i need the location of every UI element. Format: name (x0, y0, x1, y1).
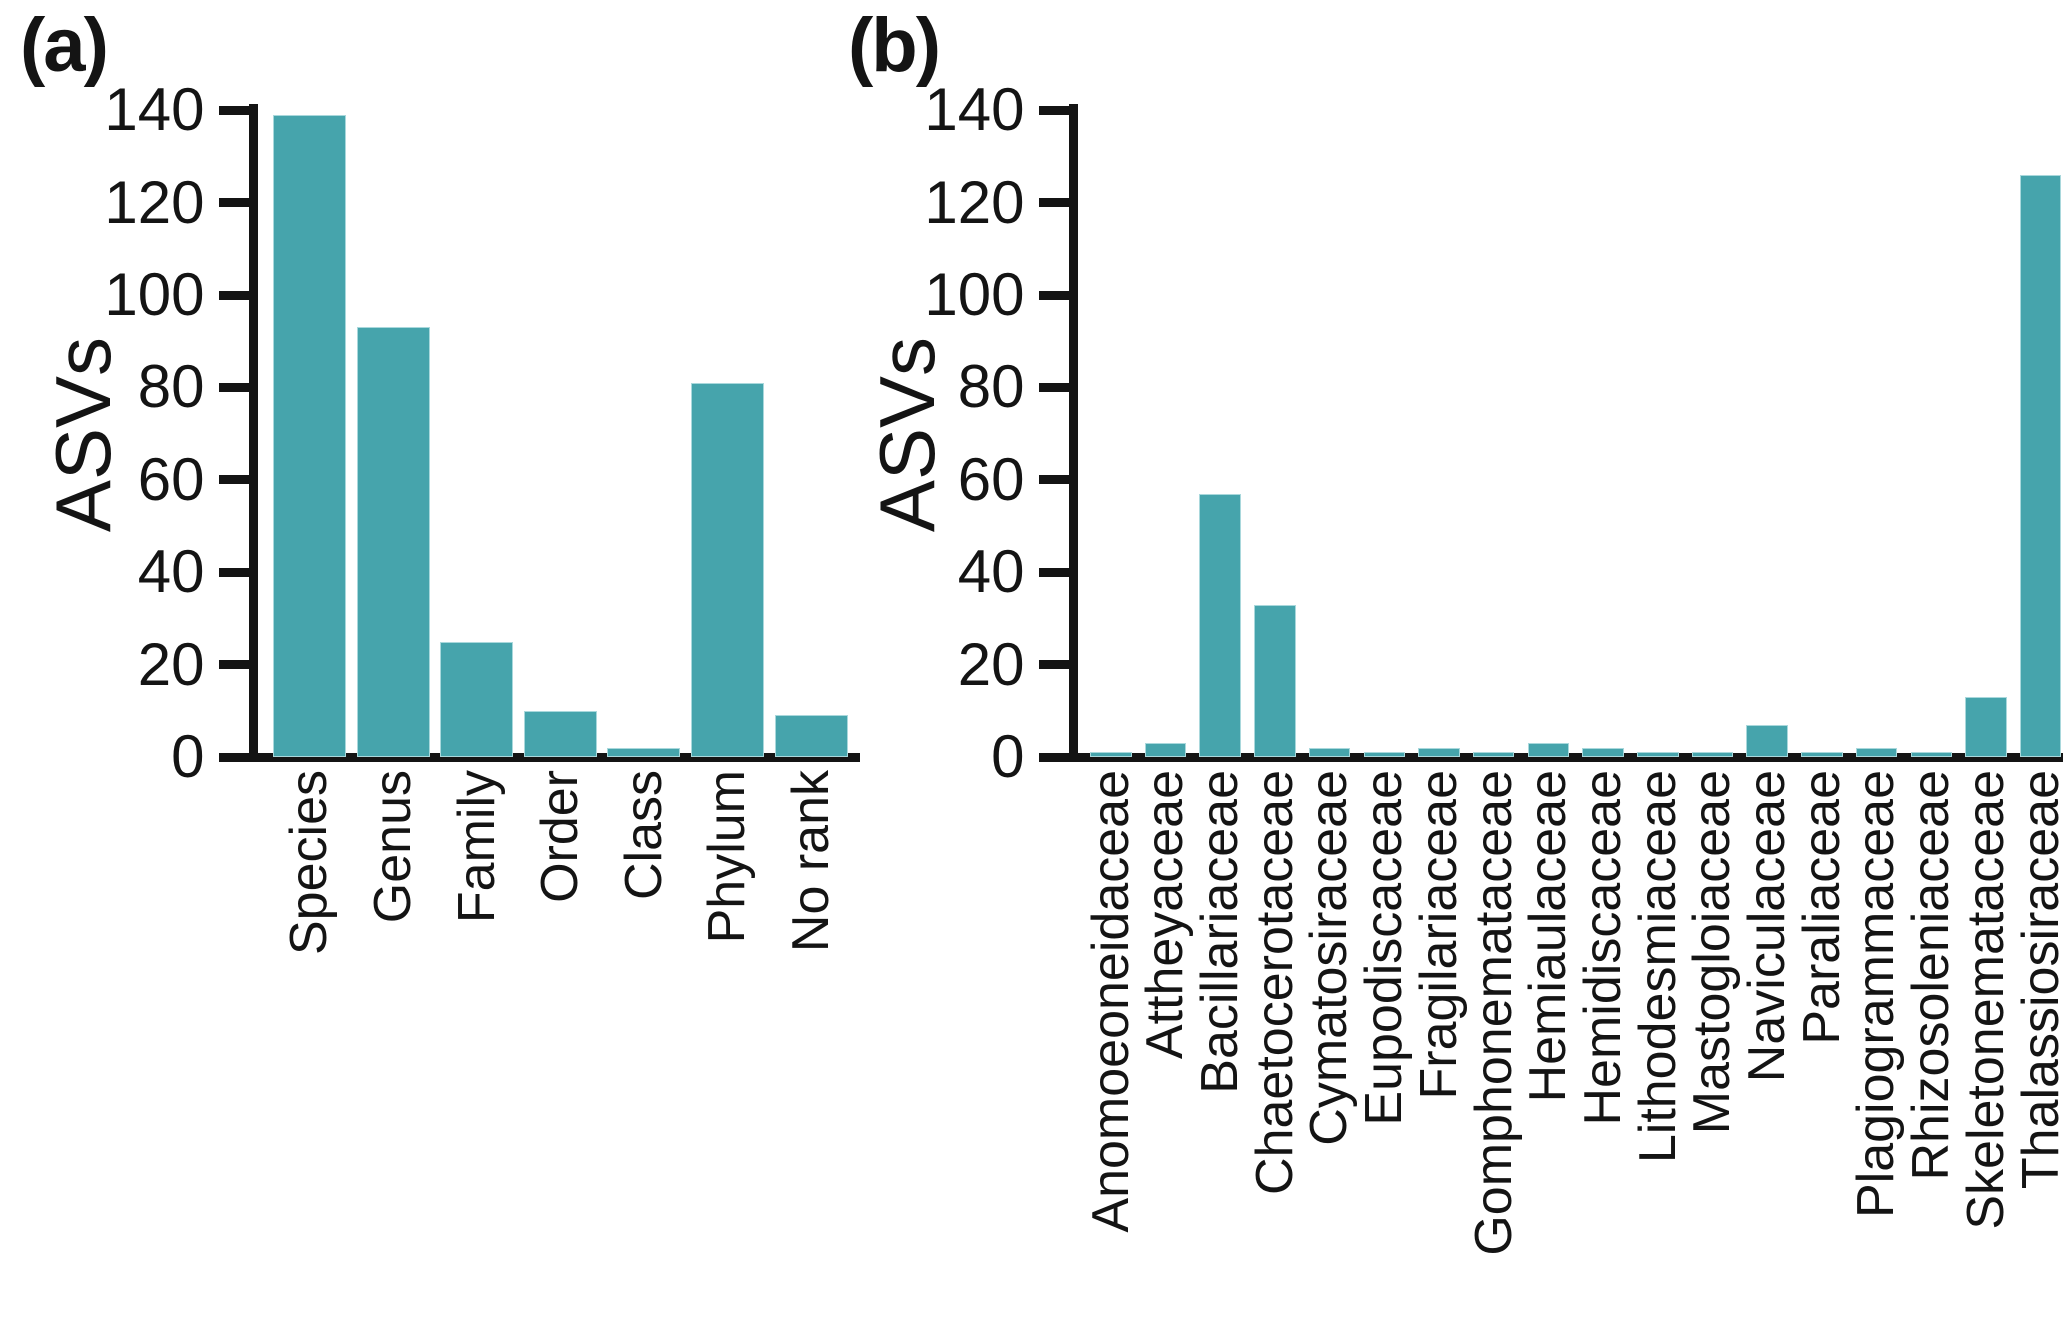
bar (1363, 752, 1405, 757)
y-tick-label: 0 (991, 723, 1025, 790)
y-tick (218, 752, 253, 762)
y-tick (218, 475, 253, 485)
bar (1527, 743, 1570, 757)
bar (774, 715, 848, 757)
bar (1801, 752, 1843, 757)
x-category-label: Genus (358, 770, 428, 923)
y-tick (1038, 475, 1073, 485)
x-category-label: Phylum (693, 770, 763, 943)
x-category-label-text: Genus (364, 770, 423, 924)
x-axis-line (248, 752, 860, 762)
y-tick-label: 20 (957, 630, 1025, 698)
bar (1746, 724, 1788, 757)
x-axis-line (1068, 752, 2063, 762)
panel-b-y-axis-title: ASVs (862, 300, 952, 570)
y-tick-label: 40 (957, 538, 1025, 606)
x-category-label-text: Class (614, 770, 673, 901)
bar (273, 114, 346, 757)
x-category-label-text: Thalassiosiraceae (2011, 770, 2067, 1190)
x-category-label-text: No rank (782, 770, 841, 953)
x-category-label: Class (609, 770, 679, 900)
y-tick-label: 140 (924, 76, 1025, 144)
panel-b-tag: (b) (848, 3, 941, 88)
x-category-label-text: Phylum (698, 770, 757, 944)
bar (1418, 747, 1460, 757)
x-category-label: Family (442, 770, 512, 923)
x-category-label: Species (275, 770, 345, 955)
bar (440, 641, 514, 757)
bar (607, 747, 681, 757)
bar (1855, 747, 1898, 757)
bar (356, 327, 430, 757)
y-tick (218, 382, 253, 392)
y-tick-label: 120 (104, 168, 205, 236)
panel-a-tag: (a) (20, 3, 109, 88)
bar (1582, 747, 1624, 757)
y-tick (218, 567, 253, 577)
y-tick-label: 60 (957, 445, 1025, 513)
panel-a-y-axis-title: ASVs (38, 300, 128, 570)
bar (1472, 752, 1515, 757)
bar (1144, 743, 1187, 757)
x-category-label: Order (525, 770, 595, 903)
bar (523, 710, 597, 757)
bar (1965, 696, 2007, 757)
bar (1637, 752, 1679, 757)
y-tick (1038, 290, 1073, 300)
y-tick (1038, 382, 1073, 392)
x-category-label-text: Order (531, 770, 590, 903)
y-tick-label: 120 (924, 168, 1025, 236)
x-category-label: Thalassiosiraceae (2006, 770, 2067, 1189)
y-axis-line (248, 104, 258, 762)
y-tick-label: 100 (924, 261, 1025, 328)
y-tick-label: 0 (171, 723, 205, 790)
bar (1308, 747, 1351, 757)
y-tick-label: 80 (137, 353, 205, 421)
y-tick (1038, 752, 1073, 762)
y-tick (1038, 567, 1073, 577)
y-tick (1038, 660, 1073, 670)
y-tick (218, 290, 253, 300)
y-tick-label: 20 (137, 630, 205, 698)
x-category-label-text: Species (280, 770, 339, 955)
bar (1910, 752, 1952, 757)
y-tick (218, 105, 253, 115)
y-tick-label: 60 (137, 445, 205, 513)
y-tick (218, 660, 253, 670)
bar (1199, 493, 1241, 757)
y-axis-line (1068, 104, 1078, 762)
x-category-label-text: Family (447, 770, 506, 924)
bar (691, 382, 764, 757)
bar (2019, 174, 2062, 757)
bar (1090, 752, 1132, 757)
y-tick-label: 100 (104, 261, 205, 328)
y-tick (218, 198, 253, 208)
bar (1691, 752, 1734, 757)
y-tick (1038, 105, 1073, 115)
y-tick-label: 80 (957, 353, 1025, 421)
bar (1254, 604, 1296, 757)
y-tick-label: 140 (104, 76, 205, 144)
x-category-label: No rank (776, 770, 846, 952)
y-tick-label: 40 (137, 538, 205, 606)
y-tick (1038, 198, 1073, 208)
